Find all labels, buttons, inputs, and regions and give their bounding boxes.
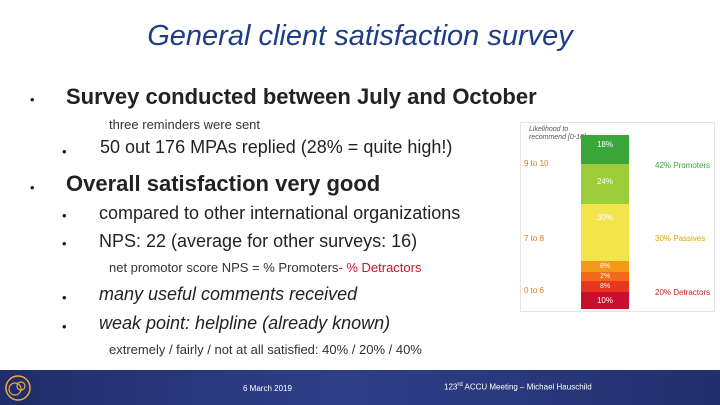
nps-segment-detractors-5: 2% xyxy=(581,272,629,281)
bullet-overall-satisfaction: Overall satisfaction very good xyxy=(66,171,381,196)
nps-diagram-frame xyxy=(520,122,715,312)
sub-bullet-weak-point: weak point: helpline (already known) xyxy=(99,313,391,333)
bullet-marker: • xyxy=(62,319,67,334)
nps-header: Likelihood to recommend [0-10] xyxy=(529,126,586,142)
footer-event-suffix: rd xyxy=(457,382,463,388)
sub-bullet-nps: NPS: 22 (average for other surveys: 16) xyxy=(99,231,418,251)
sub-bullet-compared: compared to other international organiza… xyxy=(99,203,461,223)
note-satisfaction-breakdown: extremely / fairly / not at all satisfie… xyxy=(109,342,422,357)
footer-event: 123rd ACCU Meeting – Michael Hauschild xyxy=(444,382,592,392)
bullet-marker: • xyxy=(62,208,67,223)
sub-bullet-comments: many useful comments received xyxy=(99,284,358,304)
bullet-marker: • xyxy=(30,92,35,107)
footer-event-number: 123 xyxy=(444,382,458,392)
footer-event-name: ACCU Meeting – Michael Hauschild xyxy=(462,382,592,392)
sub-bullet-replied: 50 out 176 MPAs replied (28% = quite hig… xyxy=(100,137,453,157)
footer-band xyxy=(32,370,720,405)
nps-segment-detractors-4: 8% xyxy=(581,281,629,292)
nps-segment-promoters-high: 18% xyxy=(581,135,629,164)
nps-definition-detractors: - % Detractors xyxy=(338,260,422,275)
nps-total-promoters: 42% Promoters xyxy=(655,161,711,170)
bullet-marker: • xyxy=(30,180,35,195)
nps-segment-detractors-6: 8% xyxy=(581,261,629,272)
nps-header-line: recommend [0-10] xyxy=(529,134,586,141)
bullet-marker: • xyxy=(62,290,67,305)
nps-segment-passives: 30% xyxy=(581,204,629,261)
bullet-marker: • xyxy=(62,144,67,159)
footer-date: 6 March 2019 xyxy=(243,384,292,393)
note-nps-definition: net promotor score NPS = % Promoters- % … xyxy=(109,260,421,275)
nps-header-line: Likelihood to xyxy=(529,126,569,133)
nps-range-passives: 7 to 8 xyxy=(524,234,545,243)
nps-segment-promoters: 24% xyxy=(581,164,629,204)
nps-total-passives: 30% Passives xyxy=(655,234,706,243)
nps-definition-promoters: net promotor score NPS = % Promoters xyxy=(109,260,339,275)
nps-range-detractors: 0 to 6 xyxy=(524,286,545,295)
nps-segment-detractors-low: 10% xyxy=(581,292,629,309)
note-reminders: three reminders were sent xyxy=(109,117,261,132)
footer-bar: 6 March 2019 123rd ACCU Meeting – Michae… xyxy=(0,370,720,405)
nps-diagram: Likelihood to recommend [0-10] 18% 24% 3… xyxy=(520,122,715,312)
nps-range-promoters: 9 to 10 xyxy=(524,159,549,168)
organization-logo-icon xyxy=(5,375,31,401)
nps-total-detractors: 20% Detractors xyxy=(655,288,711,297)
slide-title: General client satisfaction survey xyxy=(147,20,573,52)
bullet-marker: • xyxy=(62,236,67,251)
bullet-survey-period: Survey conducted between July and Octobe… xyxy=(66,84,537,109)
